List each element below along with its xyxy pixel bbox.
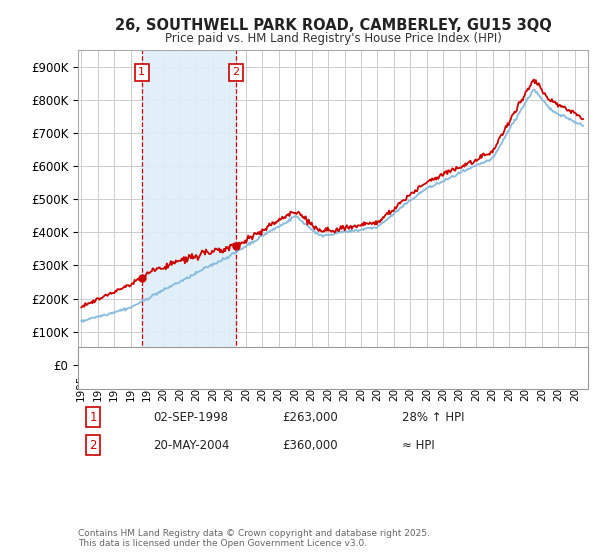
Text: ≈ HPI: ≈ HPI — [402, 438, 435, 452]
Text: 26, SOUTHWELL PARK ROAD, CAMBERLEY, GU15 3QQ (detached house): 26, SOUTHWELL PARK ROAD, CAMBERLEY, GU15… — [120, 354, 494, 364]
Text: Price paid vs. HM Land Registry's House Price Index (HPI): Price paid vs. HM Land Registry's House … — [164, 31, 502, 45]
Text: £263,000: £263,000 — [282, 410, 338, 424]
Text: 1: 1 — [89, 410, 97, 424]
Bar — [142, 50, 236, 365]
Text: HPI: Average price, detached house, Surrey Heath: HPI: Average price, detached house, Surr… — [120, 372, 382, 382]
Text: 1: 1 — [138, 67, 145, 77]
Text: Contains HM Land Registry data © Crown copyright and database right 2025.
This d: Contains HM Land Registry data © Crown c… — [78, 529, 430, 548]
Text: 26, SOUTHWELL PARK ROAD, CAMBERLEY, GU15 3QQ: 26, SOUTHWELL PARK ROAD, CAMBERLEY, GU15… — [115, 18, 551, 32]
Text: £360,000: £360,000 — [282, 438, 338, 452]
Text: 2: 2 — [232, 67, 239, 77]
Text: 2: 2 — [89, 438, 97, 452]
Text: 02-SEP-1998: 02-SEP-1998 — [153, 410, 228, 424]
Text: 20-MAY-2004: 20-MAY-2004 — [153, 438, 229, 452]
Text: 28% ↑ HPI: 28% ↑ HPI — [402, 410, 464, 424]
